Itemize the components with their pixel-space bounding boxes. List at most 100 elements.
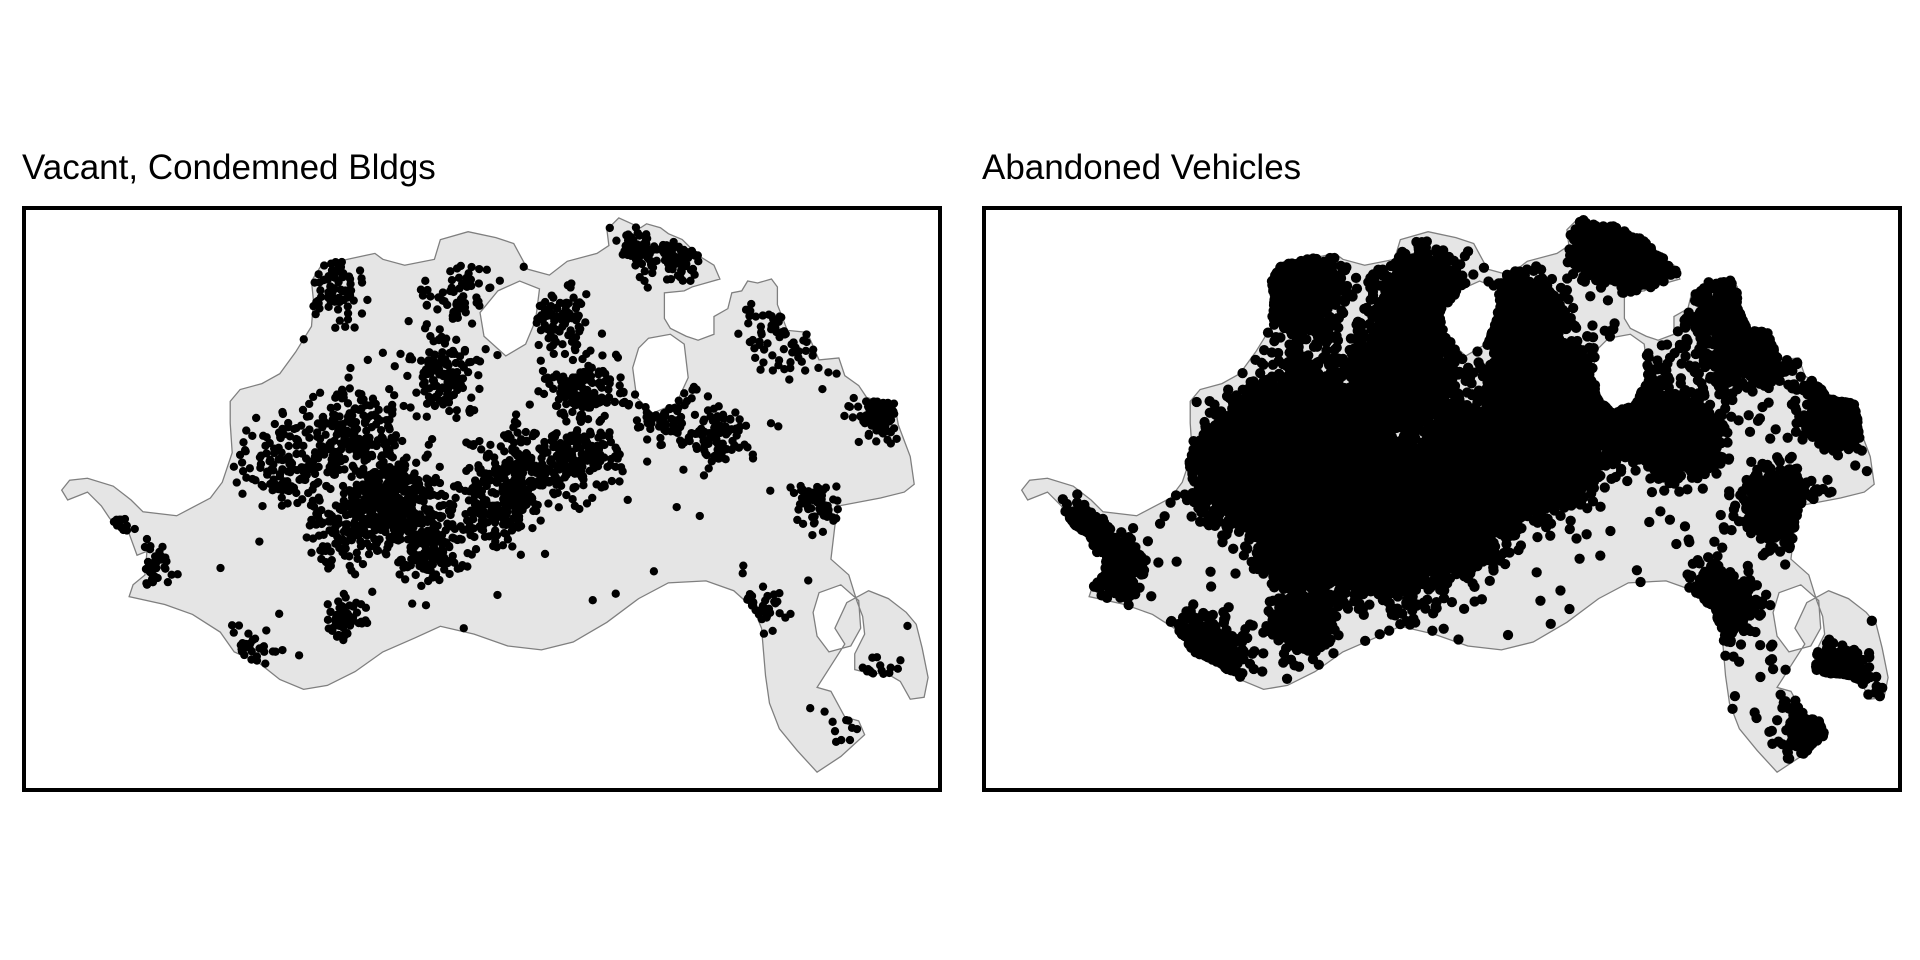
- incident-point: [326, 526, 336, 536]
- incident-point: [808, 351, 817, 360]
- incident-point: [343, 412, 353, 421]
- incident-point: [310, 278, 319, 287]
- incident-point: [435, 502, 444, 511]
- incident-point: [482, 265, 492, 274]
- incident-point: [886, 415, 896, 424]
- incident-point: [806, 704, 815, 713]
- incident-point: [232, 478, 241, 487]
- incident-point: [714, 454, 723, 463]
- incident-point: [411, 537, 420, 547]
- incident-point: [757, 330, 766, 339]
- incident-point: [345, 445, 354, 454]
- incident-point: [496, 442, 505, 451]
- incident-point: [414, 475, 423, 485]
- incident-point: [807, 504, 816, 513]
- incident-point: [536, 356, 545, 365]
- incident-point: [613, 353, 623, 362]
- incident-point: [695, 511, 704, 521]
- incident-point: [641, 403, 650, 412]
- incident-point: [332, 258, 341, 267]
- incident-point: [768, 351, 777, 360]
- incident-point: [325, 510, 335, 519]
- incident-point: [472, 293, 481, 302]
- incident-point: [715, 422, 725, 431]
- incident-point: [345, 384, 354, 393]
- incident-point: [229, 462, 239, 471]
- incident-point: [321, 557, 331, 567]
- incident-point: [605, 428, 614, 437]
- map-canvas-vacant[interactable]: [26, 210, 938, 788]
- incident-point: [378, 348, 388, 357]
- incident-point: [426, 332, 435, 341]
- incident-point: [714, 402, 723, 411]
- incident-point: [398, 520, 407, 529]
- incident-point: [386, 481, 395, 491]
- incident-point: [687, 428, 696, 438]
- incident-point: [660, 249, 669, 258]
- incident-point: [252, 652, 262, 661]
- incident-point: [361, 434, 371, 443]
- incident-point: [788, 348, 797, 357]
- incident-point: [685, 436, 694, 446]
- incident-point: [872, 398, 882, 407]
- incident-point: [576, 456, 586, 466]
- incident-point: [352, 548, 361, 557]
- incident-point: [350, 405, 359, 414]
- incident-point: [588, 378, 597, 388]
- incident-point: [674, 396, 683, 405]
- incident-point: [425, 348, 434, 357]
- incident-point: [631, 261, 640, 270]
- incident-point: [704, 464, 713, 473]
- incident-point: [323, 600, 332, 609]
- incident-point: [437, 332, 446, 342]
- incident-point: [615, 477, 624, 486]
- incident-point: [153, 573, 162, 583]
- incident-point: [309, 455, 318, 465]
- incident-point: [352, 502, 361, 511]
- incident-point: [331, 539, 340, 548]
- incident-point: [475, 264, 484, 274]
- incident-point: [589, 463, 599, 473]
- incident-point: [441, 360, 450, 369]
- incident-point: [885, 668, 894, 678]
- incident-point: [255, 537, 264, 546]
- incident-point: [540, 549, 550, 559]
- incident-point: [551, 473, 560, 482]
- incident-point: [690, 410, 700, 420]
- incident-point: [146, 542, 155, 551]
- incident-point: [640, 267, 649, 276]
- incident-point: [312, 428, 322, 437]
- incident-point: [559, 457, 568, 466]
- incident-point: [466, 404, 475, 414]
- incident-point: [338, 273, 347, 282]
- incident-point: [455, 284, 464, 293]
- map-canvas-abandoned[interactable]: [986, 210, 1898, 788]
- incident-point: [864, 431, 873, 440]
- incident-point: [828, 717, 837, 726]
- map-panel-abandoned[interactable]: [982, 206, 1902, 792]
- incident-point: [338, 481, 348, 491]
- incident-point: [568, 407, 577, 417]
- incident-point: [307, 515, 316, 525]
- incident-point: [571, 312, 580, 321]
- incident-point: [562, 383, 572, 392]
- incident-point: [632, 416, 642, 425]
- incident-point: [336, 502, 345, 511]
- incident-point: [368, 394, 378, 403]
- incident-point: [403, 535, 413, 544]
- incident-point: [686, 276, 695, 285]
- incident-point: [521, 427, 530, 437]
- map-panel-vacant[interactable]: [22, 206, 942, 792]
- incident-point: [862, 667, 872, 676]
- incident-point: [360, 454, 369, 463]
- incident-point: [122, 526, 131, 535]
- incident-point: [664, 255, 673, 264]
- incident-point: [808, 530, 817, 540]
- incident-point: [160, 563, 169, 572]
- incident-point: [323, 468, 332, 477]
- incident-point: [642, 239, 651, 248]
- incident-point: [731, 408, 740, 417]
- incident-point: [242, 426, 251, 435]
- incident-point: [525, 400, 534, 409]
- incident-point: [872, 437, 881, 446]
